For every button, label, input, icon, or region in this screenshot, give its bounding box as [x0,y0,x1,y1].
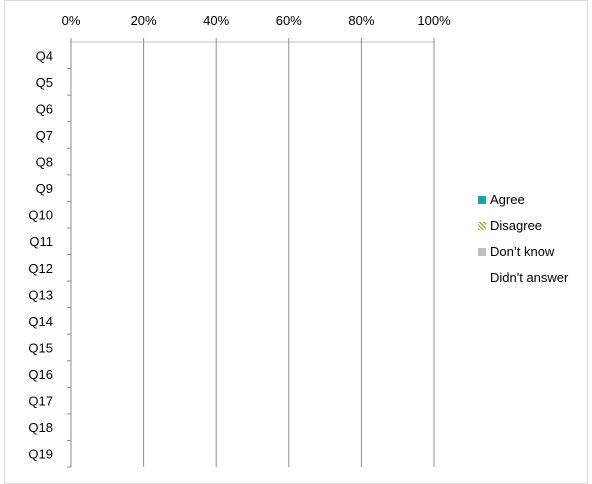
x-tick-label: 0% [62,13,81,28]
x-tick-label: 60% [276,13,302,28]
y-category-label: Q8 [36,155,53,170]
y-category-label: Q4 [36,48,53,63]
legend-label: Don’t know [490,244,555,259]
legend-label: Disagree [490,218,543,233]
frame-border-right [587,0,588,484]
x-tick-label: 20% [131,13,157,28]
y-category-label: Q7 [36,128,53,143]
y-category-label: Q11 [29,234,53,249]
legend-item: Don’t know [478,242,588,268]
legend-swatch [478,274,486,282]
y-category-label: Q12 [28,261,53,276]
frame-border-top [4,0,588,1]
legend-swatch [478,222,486,230]
y-category-label: Q9 [36,181,53,196]
y-category-label: Q17 [28,394,53,409]
legend-item: Didn't answer [478,268,588,294]
legend-item: Agree [478,190,588,216]
x-tick-label: 80% [348,13,374,28]
legend-label: Didn't answer [490,270,569,285]
x-tick-label: 40% [203,13,229,28]
x-tick-label: 100% [417,13,451,28]
y-category-label: Q5 [36,75,53,90]
y-category-label: Q15 [28,340,53,355]
legend-swatch [478,248,486,256]
chart-legend: Agree Disagree Don’t know Didn't answer [478,190,588,294]
y-category-label: Q6 [36,101,53,116]
legend-item: Disagree [478,216,588,242]
y-category-label: Q16 [28,367,53,382]
y-category-label: Q10 [28,208,53,223]
y-category-label: Q13 [28,287,53,302]
y-category-label: Q18 [28,420,53,435]
legend-swatch [478,196,486,204]
y-category-label: Q14 [28,314,53,329]
y-category-label: Q19 [28,447,53,462]
legend-label: Agree [490,192,525,207]
frame-border-left [4,0,5,484]
